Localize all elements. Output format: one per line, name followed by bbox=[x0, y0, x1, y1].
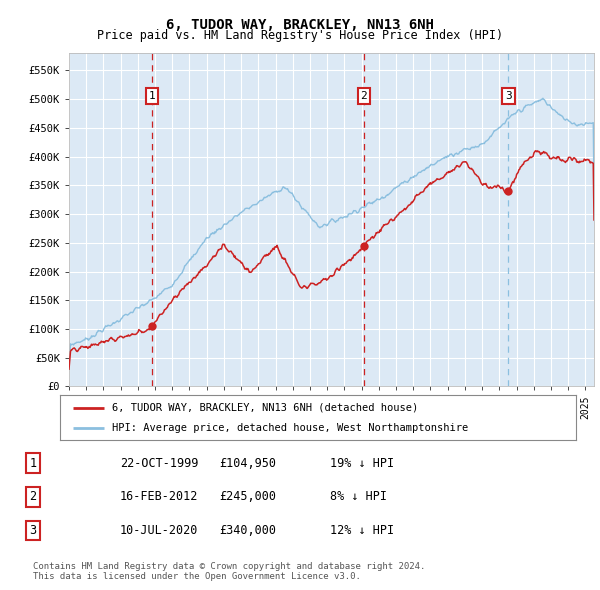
Text: 2: 2 bbox=[29, 490, 37, 503]
Text: 22-OCT-1999: 22-OCT-1999 bbox=[120, 457, 199, 470]
Text: HPI: Average price, detached house, West Northamptonshire: HPI: Average price, detached house, West… bbox=[112, 423, 468, 433]
Text: Contains HM Land Registry data © Crown copyright and database right 2024.
This d: Contains HM Land Registry data © Crown c… bbox=[33, 562, 425, 581]
Text: £245,000: £245,000 bbox=[219, 490, 276, 503]
Text: 3: 3 bbox=[29, 524, 37, 537]
Text: 1: 1 bbox=[148, 91, 155, 101]
Text: 3: 3 bbox=[505, 91, 512, 101]
Text: £340,000: £340,000 bbox=[219, 524, 276, 537]
Text: £104,950: £104,950 bbox=[219, 457, 276, 470]
Text: 8% ↓ HPI: 8% ↓ HPI bbox=[330, 490, 387, 503]
Text: 10-JUL-2020: 10-JUL-2020 bbox=[120, 524, 199, 537]
Text: 6, TUDOR WAY, BRACKLEY, NN13 6NH (detached house): 6, TUDOR WAY, BRACKLEY, NN13 6NH (detach… bbox=[112, 403, 418, 412]
Text: 1: 1 bbox=[29, 457, 37, 470]
Text: 16-FEB-2012: 16-FEB-2012 bbox=[120, 490, 199, 503]
Text: 19% ↓ HPI: 19% ↓ HPI bbox=[330, 457, 394, 470]
Text: 6, TUDOR WAY, BRACKLEY, NN13 6NH: 6, TUDOR WAY, BRACKLEY, NN13 6NH bbox=[166, 18, 434, 32]
Text: Price paid vs. HM Land Registry's House Price Index (HPI): Price paid vs. HM Land Registry's House … bbox=[97, 30, 503, 42]
Text: 12% ↓ HPI: 12% ↓ HPI bbox=[330, 524, 394, 537]
Text: 2: 2 bbox=[361, 91, 367, 101]
